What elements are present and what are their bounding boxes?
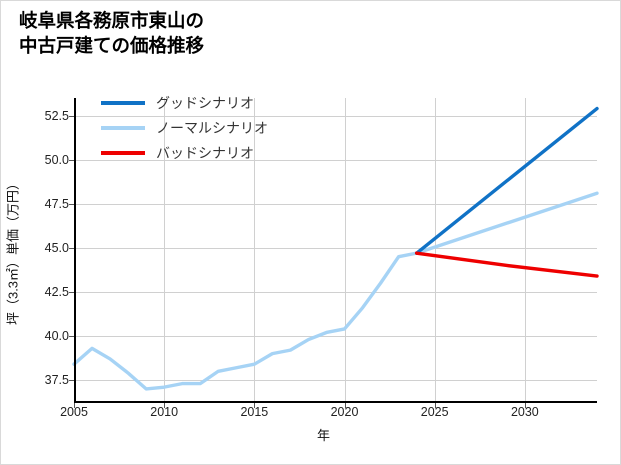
y-axis-tick xyxy=(69,115,74,117)
y-axis-tick xyxy=(69,203,74,205)
chart-legend: グッドシナリオ ノーマルシナリオ バッドシナリオ xyxy=(101,90,316,165)
legend-label: グッドシナリオ xyxy=(156,96,254,112)
x-axis-tick xyxy=(524,403,526,408)
x-axis-tick xyxy=(74,403,75,408)
x-axis-tick-label: 2015 xyxy=(240,405,269,419)
gridline-vertical xyxy=(254,98,256,403)
y-axis-tick xyxy=(69,159,74,161)
gridline-horizontal xyxy=(74,336,597,337)
gridline-vertical xyxy=(524,98,526,403)
y-axis-tick-label: 37.5 xyxy=(44,373,69,388)
y-axis-tick xyxy=(69,247,74,249)
gridline-horizontal xyxy=(74,380,597,382)
legend-item[interactable]: ノーマルシナリオ xyxy=(101,115,316,140)
plot-background xyxy=(74,98,597,403)
y-axis-tick xyxy=(69,291,74,293)
plot-area xyxy=(69,98,599,408)
x-axis-title: 年 xyxy=(1,425,620,444)
y-axis-tick-label: 52.5 xyxy=(44,108,69,123)
x-axis-tick xyxy=(344,403,346,408)
x-axis-tick xyxy=(164,403,166,408)
y-axis-line xyxy=(74,98,76,403)
gridline-horizontal xyxy=(74,159,597,161)
x-axis-tick xyxy=(254,403,256,408)
x-axis-tick-label: 2010 xyxy=(150,405,179,419)
legend-label: バッドシナリオ xyxy=(156,146,254,162)
series-line xyxy=(414,251,599,278)
legend-item[interactable]: バッドシナリオ xyxy=(101,140,316,165)
y-axis-title-text: 坪（3.3㎡）単価（万円） xyxy=(5,176,21,325)
legend-item[interactable]: グッドシナリオ xyxy=(101,90,316,115)
y-axis-tick-label: 42.5 xyxy=(44,284,69,299)
series-line xyxy=(414,106,599,255)
gridline-vertical xyxy=(164,98,166,403)
y-axis-tick xyxy=(69,336,74,337)
gridline-horizontal xyxy=(74,115,597,117)
gridline-horizontal xyxy=(74,203,597,205)
gridline-horizontal xyxy=(74,291,597,293)
y-axis-tick-label: 50.0 xyxy=(44,152,69,167)
series-layer xyxy=(72,106,599,391)
y-axis-title: 坪（3.3㎡）単価（万円） xyxy=(1,98,25,403)
x-axis-tick xyxy=(434,403,436,408)
y-axis-tick-label: 45.0 xyxy=(44,240,69,255)
x-axis-tick-label: 2030 xyxy=(510,405,539,419)
y-axis-tick-label: 47.5 xyxy=(44,196,69,211)
gridline-vertical xyxy=(434,98,436,403)
x-axis-line xyxy=(74,401,597,403)
legend-label: ノーマルシナリオ xyxy=(156,121,268,137)
x-axis-tick-labels: 2005 2010 2015 2020 2025 2030 xyxy=(60,405,597,425)
y-axis-tick xyxy=(69,380,74,382)
y-axis-tick-label: 40.0 xyxy=(44,329,69,343)
y-axis-tick-labels: 37.5 40.0 42.5 45.0 47.5 50.0 52.5 xyxy=(25,98,69,403)
x-axis-title-text: 年 xyxy=(316,428,330,443)
x-axis-tick-label: 2005 xyxy=(60,405,88,419)
legend-swatch-icon xyxy=(101,150,145,155)
series-line xyxy=(72,191,599,391)
legend-swatch-icon xyxy=(101,125,145,130)
gridline-horizontal xyxy=(74,247,597,249)
legend-swatch-icon xyxy=(101,100,145,105)
x-axis-tick-label: 2025 xyxy=(420,405,449,419)
page-title: 岐阜県各務原市東山の 中古戸建ての価格推移 xyxy=(19,10,205,56)
x-axis-tick-label: 2020 xyxy=(330,405,359,419)
gridline-vertical xyxy=(344,98,346,403)
